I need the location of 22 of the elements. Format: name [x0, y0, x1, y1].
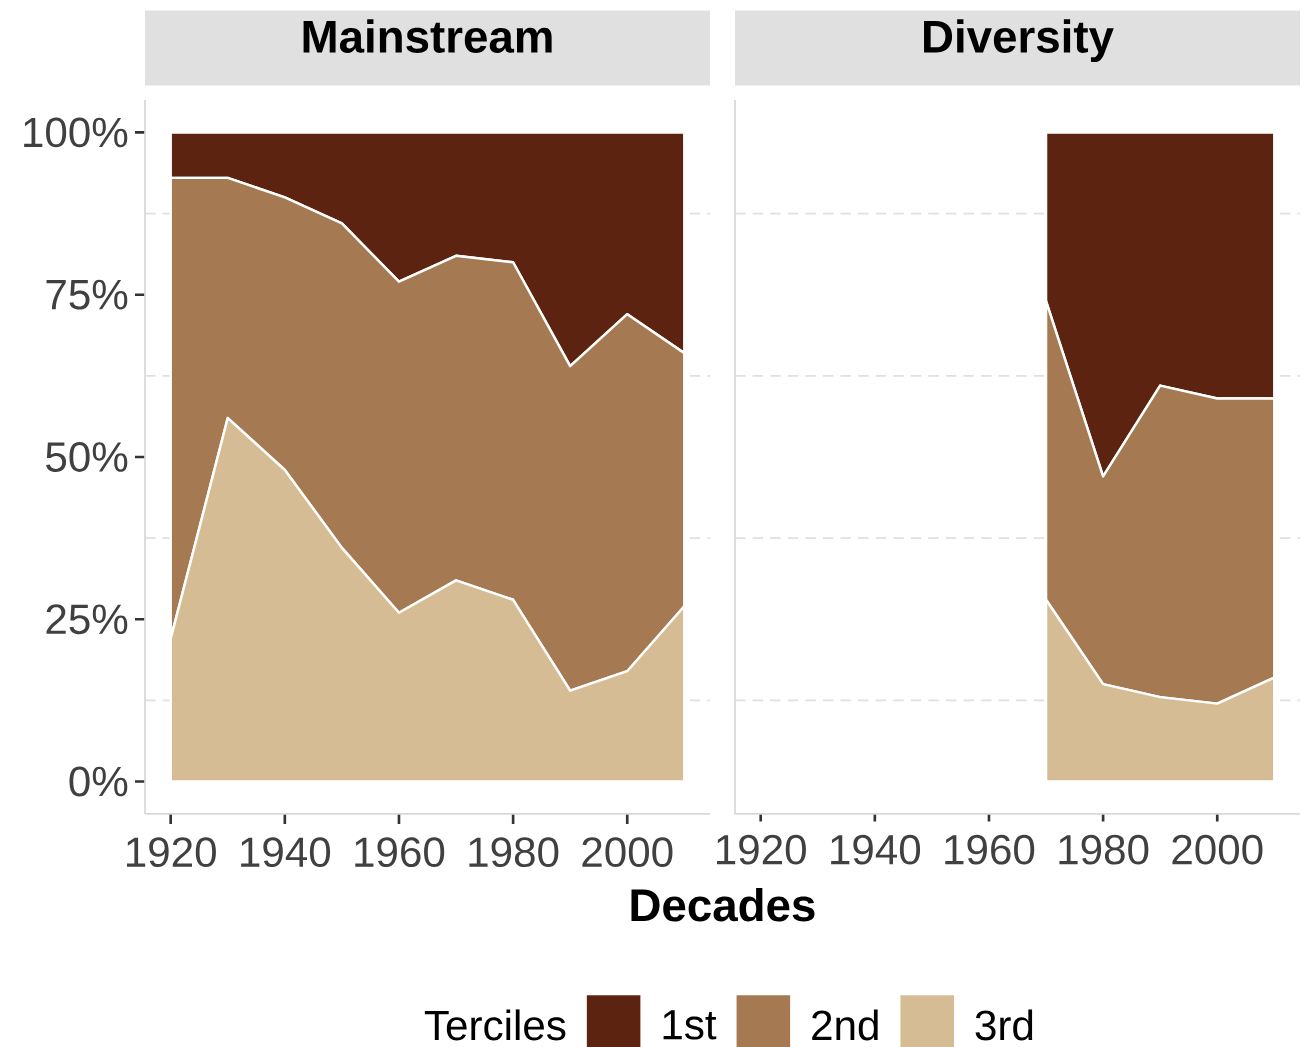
y-tick-label: 25%	[46, 604, 128, 635]
x-tick-label: 2000	[582, 837, 673, 868]
legend-label: 2nd	[812, 1009, 878, 1041]
chart-title: Diversity	[924, 19, 1114, 62]
x-tick-label: 1980	[1059, 834, 1149, 865]
x-tick-label: 1940	[831, 834, 921, 865]
chart-title: Mainstream	[303, 19, 552, 53]
x-axis-title: Decades	[631, 887, 815, 922]
x-tick-label: 1980	[469, 837, 559, 868]
y-tick-label: 50%	[46, 442, 128, 472]
y-tick-label: 0%	[69, 766, 128, 797]
y-tick-label: 75%	[46, 279, 128, 310]
x-tick-label: 1920	[127, 837, 216, 868]
y-tick-label: 100%	[24, 117, 128, 148]
legend-label: 1st	[663, 1010, 717, 1040]
x-tick-label: 1960	[945, 834, 1035, 865]
x-tick-label: 1940	[241, 837, 331, 868]
legend-label: 3rd	[975, 1009, 1033, 1041]
x-tick-label: 2000	[1172, 834, 1263, 865]
legend-title: Terciles	[424, 1009, 566, 1041]
x-tick-label: 1960	[355, 837, 445, 868]
x-tick-label: 1920	[717, 834, 806, 865]
